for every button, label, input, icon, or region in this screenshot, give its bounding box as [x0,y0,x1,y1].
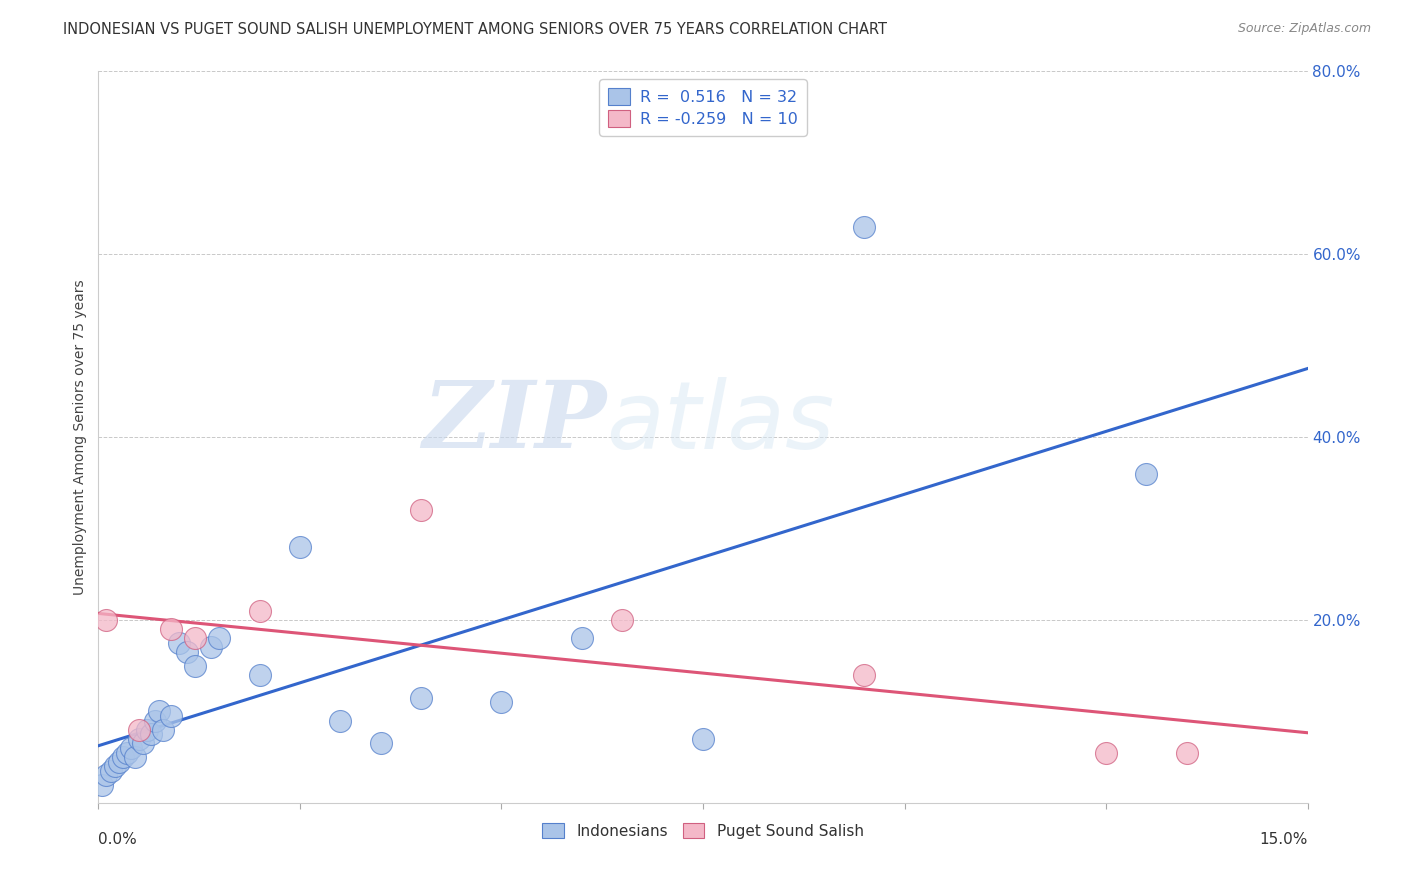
Point [184,632,207,646]
Point [1135,467,1157,481]
Point [200,640,222,655]
Legend: Indonesians, Puget Sound Salish: Indonesians, Puget Sound Salish [534,815,872,847]
Point [329,714,352,728]
Text: ZIP: ZIP [422,377,606,467]
Point [249,604,271,618]
Point [1095,746,1118,760]
Point [692,731,714,746]
Point [132,736,155,750]
Point [96,768,118,782]
Point [612,613,634,627]
Point [1175,746,1198,760]
Point [100,764,122,778]
Point [128,731,150,746]
Y-axis label: Unemployment Among Seniors over 75 years: Unemployment Among Seniors over 75 years [73,279,87,595]
Point [571,632,593,646]
Point [491,695,513,709]
Point [288,540,311,554]
Point [160,622,183,636]
Point [370,736,392,750]
Text: Source: ZipAtlas.com: Source: ZipAtlas.com [1237,22,1371,36]
Point [107,755,129,769]
Point [160,709,183,723]
Point [91,778,114,792]
Point [208,632,231,646]
Point [148,705,170,719]
Point [176,645,198,659]
Text: 15.0%: 15.0% [1260,832,1308,847]
Point [167,636,190,650]
Text: INDONESIAN VS PUGET SOUND SALISH UNEMPLOYMENT AMONG SENIORS OVER 75 YEARS CORREL: INDONESIAN VS PUGET SOUND SALISH UNEMPLO… [63,22,887,37]
Point [124,750,146,764]
Point [853,667,876,681]
Point [409,690,432,705]
Point [853,219,876,234]
Point [184,658,207,673]
Text: atlas: atlas [606,377,835,468]
Point [96,613,118,627]
Point [103,759,125,773]
Point [128,723,150,737]
Point [409,503,432,517]
Point [111,750,134,764]
Point [115,746,138,760]
Point [139,727,162,741]
Point [120,740,142,755]
Text: 0.0%: 0.0% [98,832,138,847]
Point [135,723,157,737]
Point [152,723,174,737]
Point [249,667,271,681]
Point [143,714,166,728]
